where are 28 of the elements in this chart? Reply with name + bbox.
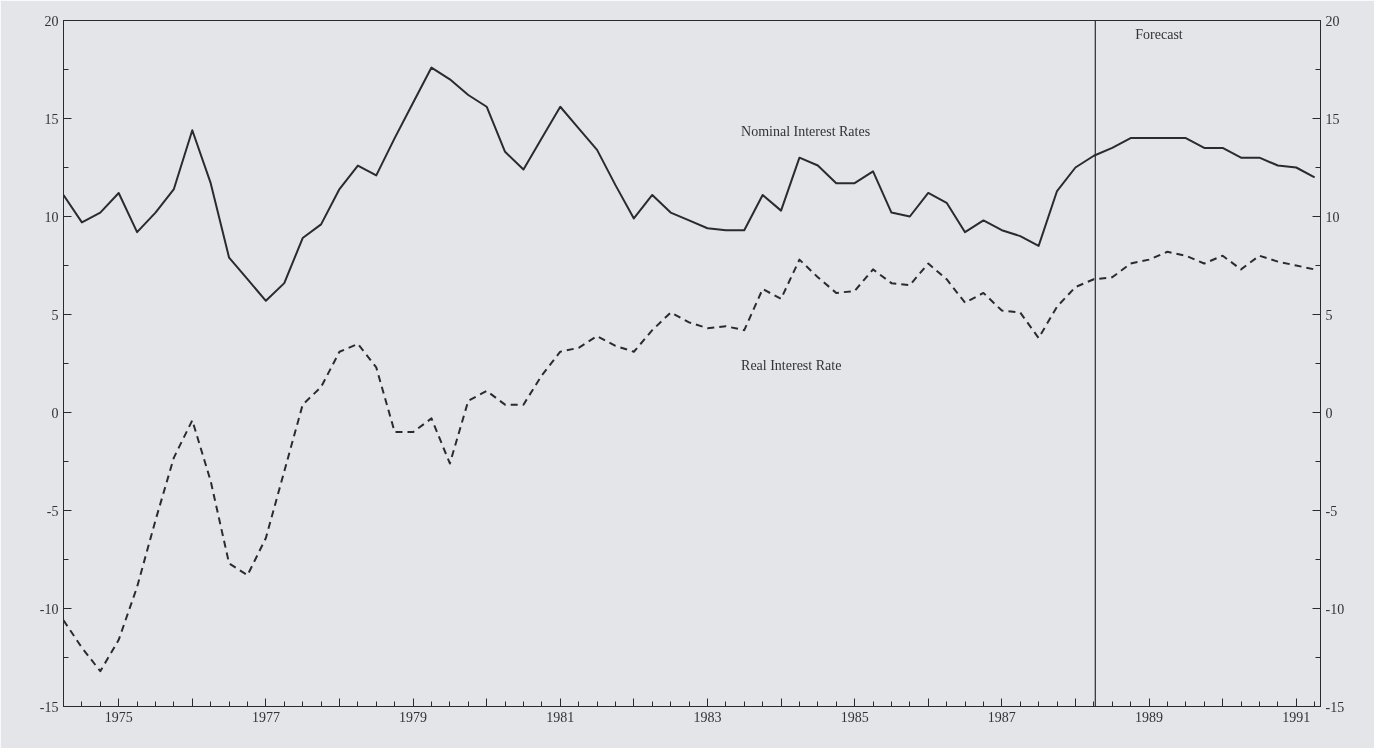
x-tick-label: 1989 (1135, 709, 1164, 725)
y2-tick-label: -5 (1325, 503, 1338, 519)
y2-tick-label: 0 (1325, 405, 1333, 421)
y2-tick-label: 15 (1325, 111, 1340, 127)
x-tick-label: 1983 (693, 709, 722, 725)
y2-tick-label: 10 (1325, 209, 1340, 225)
y-tick-label: 5 (51, 307, 59, 323)
y2-tick-label: -15 (1325, 699, 1345, 715)
x-tick-label: 1985 (840, 709, 869, 725)
x-tick-label: 1975 (104, 709, 133, 725)
y2-tick-label: 5 (1325, 307, 1333, 323)
y-tick-label: -10 (39, 601, 59, 617)
y2-tick-label: 20 (1325, 13, 1340, 29)
ref-line-label: Forecast (1135, 26, 1183, 42)
x-tick-label: 1981 (546, 709, 575, 725)
series-label: Nominal Interest Rates (741, 123, 871, 139)
y-tick-label: 10 (44, 209, 59, 225)
x-tick-label: 1977 (251, 709, 280, 725)
x-tick-label: 1991 (1282, 709, 1311, 725)
y-tick-label: 15 (44, 111, 59, 127)
series-label: Real Interest Rate (741, 357, 842, 373)
y2-tick-label: -10 (1325, 601, 1345, 617)
y-tick-label: 0 (51, 405, 59, 421)
x-tick-label: 1987 (987, 709, 1016, 725)
y-tick-label: -5 (46, 503, 59, 519)
y-tick-label: 20 (44, 13, 59, 29)
x-tick-label: 1979 (399, 709, 428, 725)
y-tick-label: -15 (39, 699, 59, 715)
